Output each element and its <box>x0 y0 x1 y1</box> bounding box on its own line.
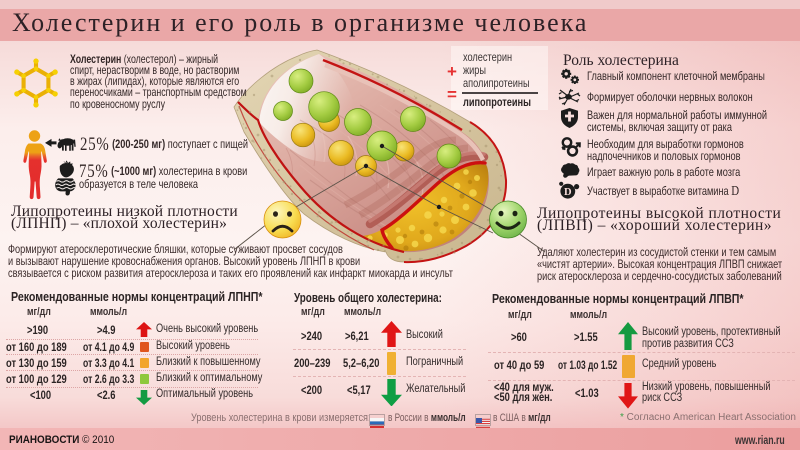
svg-text:D: D <box>564 187 572 198</box>
